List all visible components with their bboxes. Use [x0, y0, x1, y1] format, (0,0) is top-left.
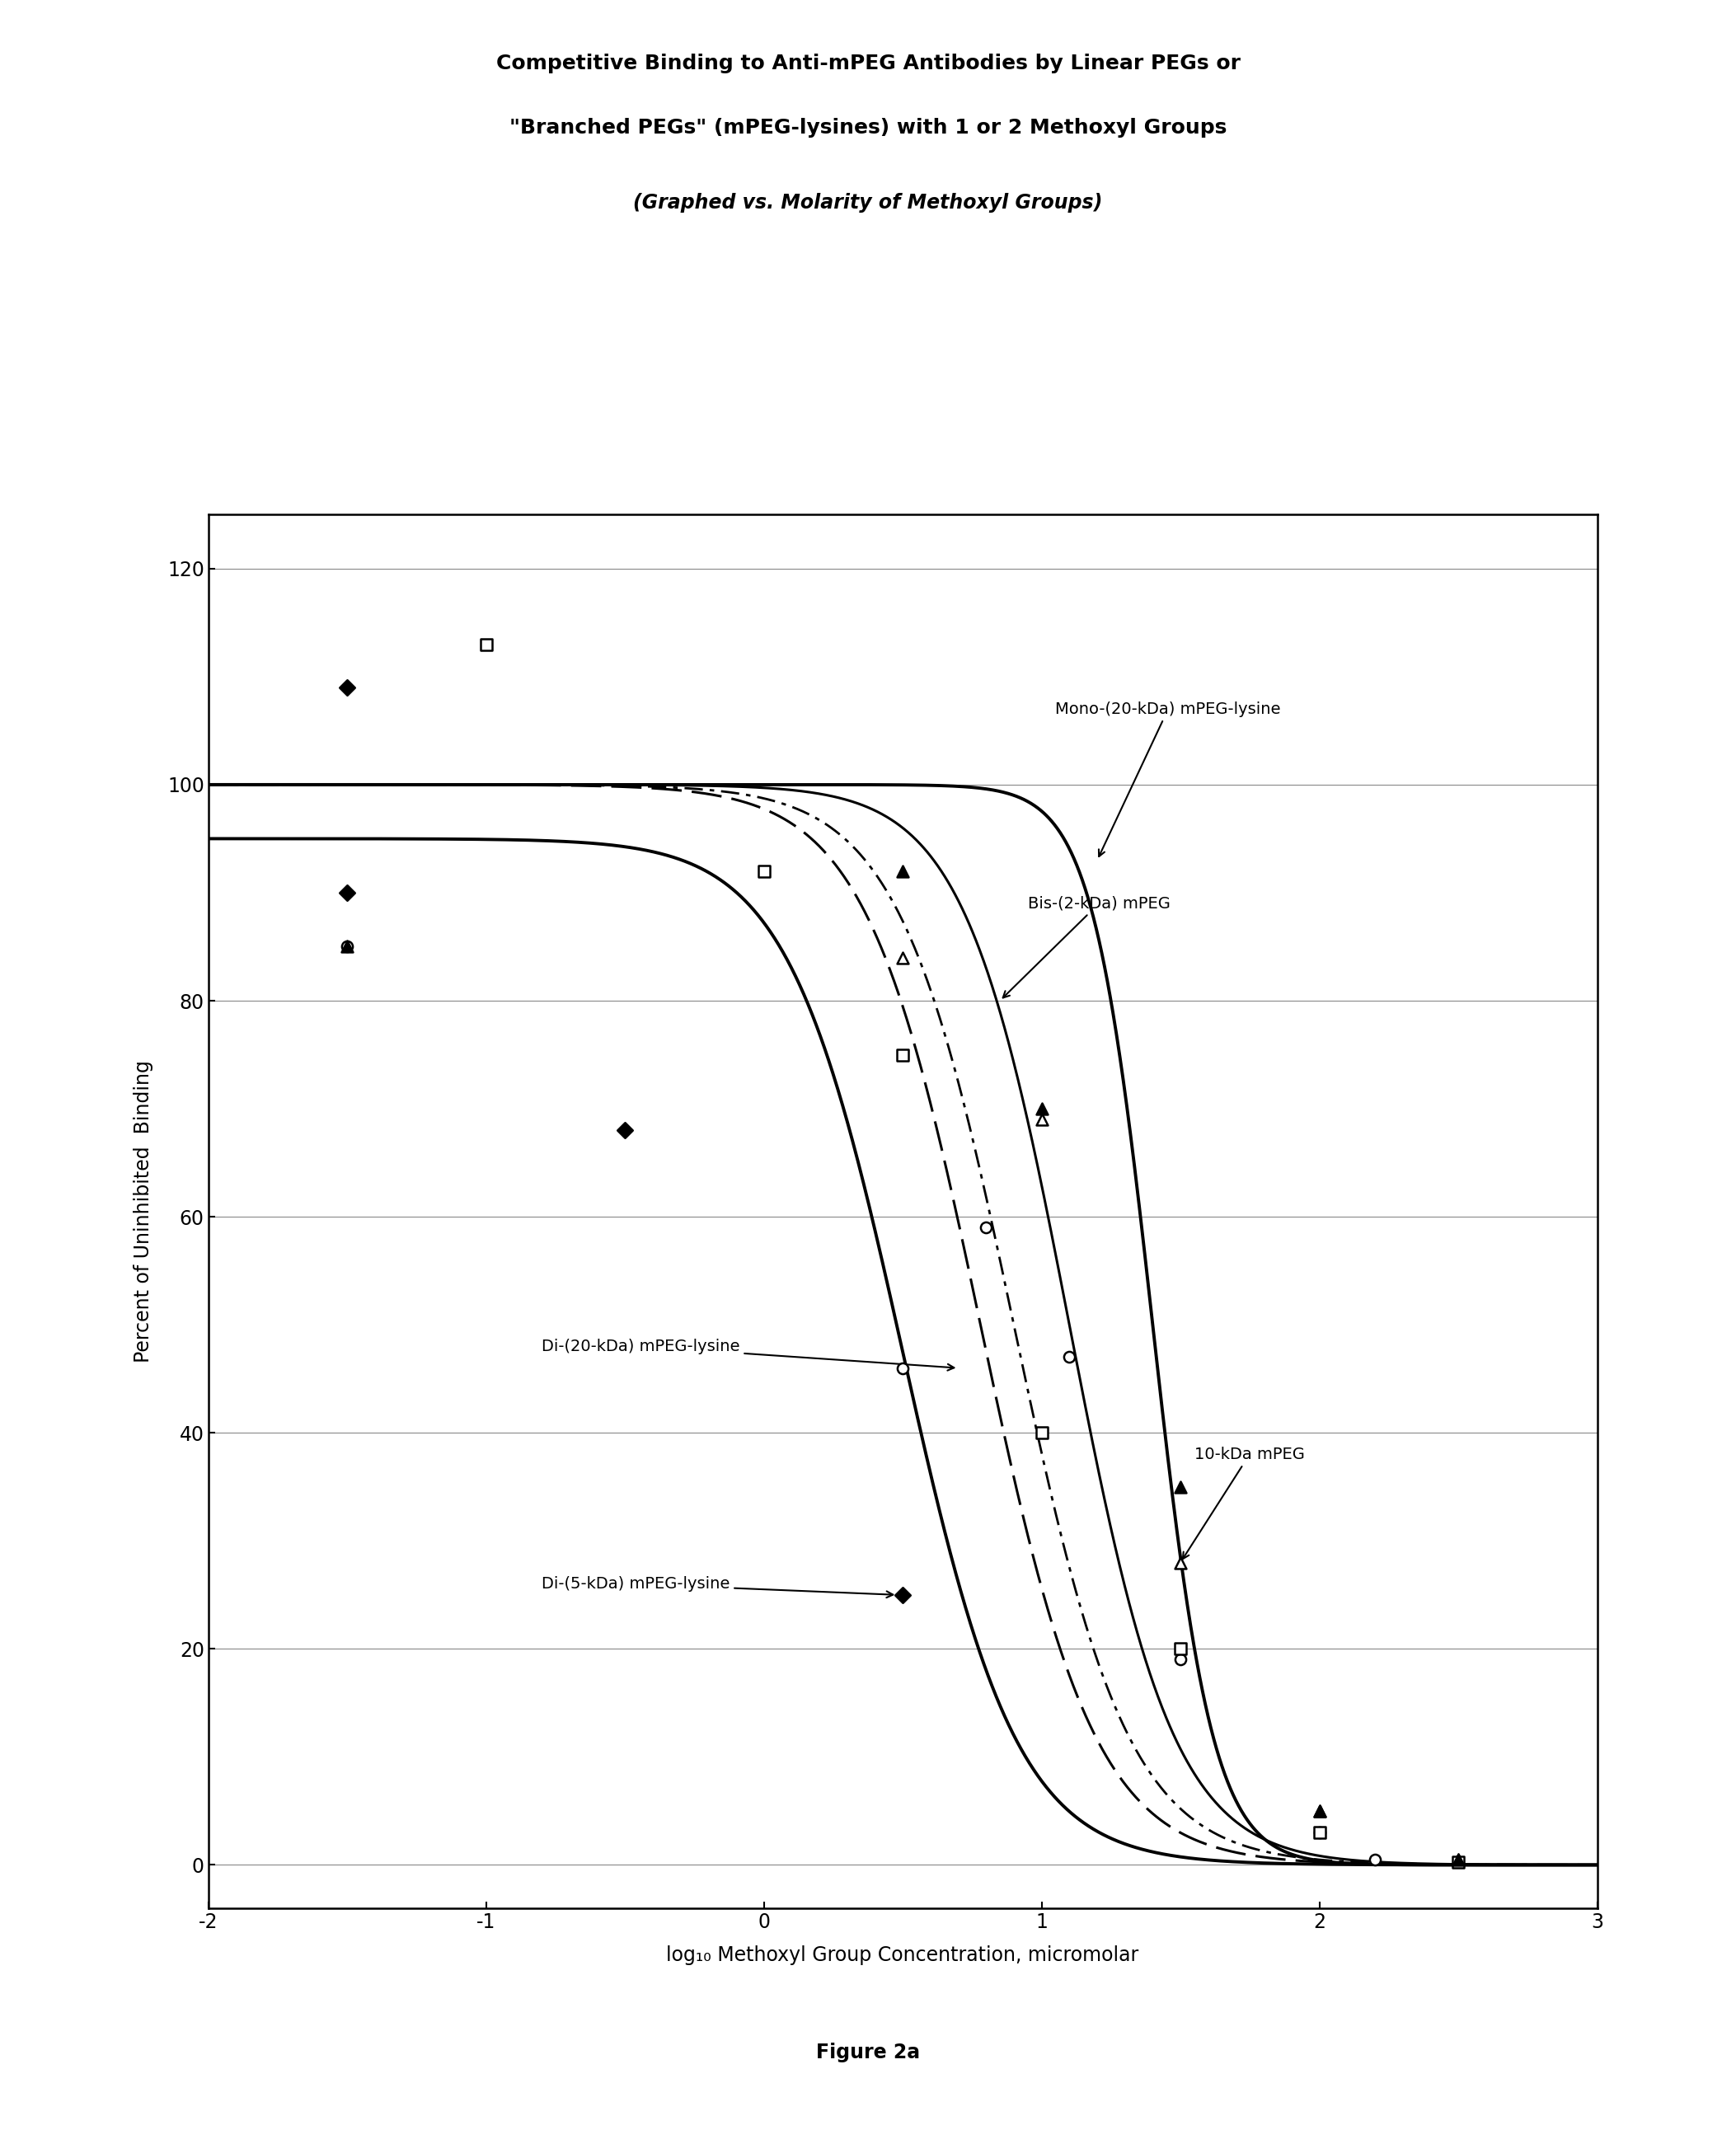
- Point: [1305, 1816, 1333, 1850]
- Text: Figure 2a: Figure 2a: [816, 2043, 920, 2063]
- Text: 10-kDa mPEG: 10-kDa mPEG: [1182, 1447, 1305, 1559]
- Text: Mono-(20-kDa) mPEG-lysine: Mono-(20-kDa) mPEG-lysine: [1055, 701, 1281, 855]
- Point: [1444, 1842, 1472, 1876]
- Text: Di-(20-kDa) mPEG-lysine: Di-(20-kDa) mPEG-lysine: [542, 1338, 955, 1370]
- Point: [1028, 1415, 1055, 1449]
- Point: [333, 930, 361, 965]
- Point: [1167, 1642, 1194, 1677]
- Point: [1444, 1844, 1472, 1878]
- X-axis label: log₁₀ Methoxyl Group Concentration, micromolar: log₁₀ Methoxyl Group Concentration, micr…: [667, 1947, 1139, 1966]
- Point: [1305, 1795, 1333, 1829]
- Text: "Branched PEGs" (mPEG-lysines) with 1 or 2 Methoxyl Groups: "Branched PEGs" (mPEG-lysines) with 1 or…: [509, 118, 1227, 137]
- Point: [1028, 1091, 1055, 1126]
- Point: [1305, 1795, 1333, 1829]
- Text: (Graphed vs. Molarity of Methoxyl Groups): (Graphed vs. Molarity of Methoxyl Groups…: [634, 193, 1102, 212]
- Point: [889, 1351, 917, 1385]
- Text: Competitive Binding to Anti-mPEG Antibodies by Linear PEGs or: Competitive Binding to Anti-mPEG Antibod…: [496, 54, 1240, 73]
- Y-axis label: Percent of Uninhibited  Binding: Percent of Uninhibited Binding: [134, 1059, 153, 1364]
- Point: [1028, 1102, 1055, 1136]
- Text: Bis-(2-kDa) mPEG: Bis-(2-kDa) mPEG: [1003, 896, 1170, 997]
- Point: [1055, 1340, 1083, 1374]
- Point: [1167, 1469, 1194, 1503]
- Text: Di-(5-kDa) mPEG-lysine: Di-(5-kDa) mPEG-lysine: [542, 1576, 892, 1597]
- Point: [611, 1113, 639, 1147]
- Point: [1361, 1842, 1389, 1876]
- Point: [1305, 1816, 1333, 1850]
- Point: [1167, 1546, 1194, 1580]
- Point: [1167, 1632, 1194, 1666]
- Point: [333, 930, 361, 965]
- Point: [889, 1038, 917, 1072]
- Point: [889, 853, 917, 888]
- Point: [889, 1578, 917, 1612]
- Point: [750, 853, 778, 888]
- Point: [333, 875, 361, 909]
- Point: [1444, 1842, 1472, 1876]
- Point: [472, 626, 500, 660]
- Point: [972, 1211, 1000, 1246]
- Point: [333, 671, 361, 705]
- Point: [889, 941, 917, 976]
